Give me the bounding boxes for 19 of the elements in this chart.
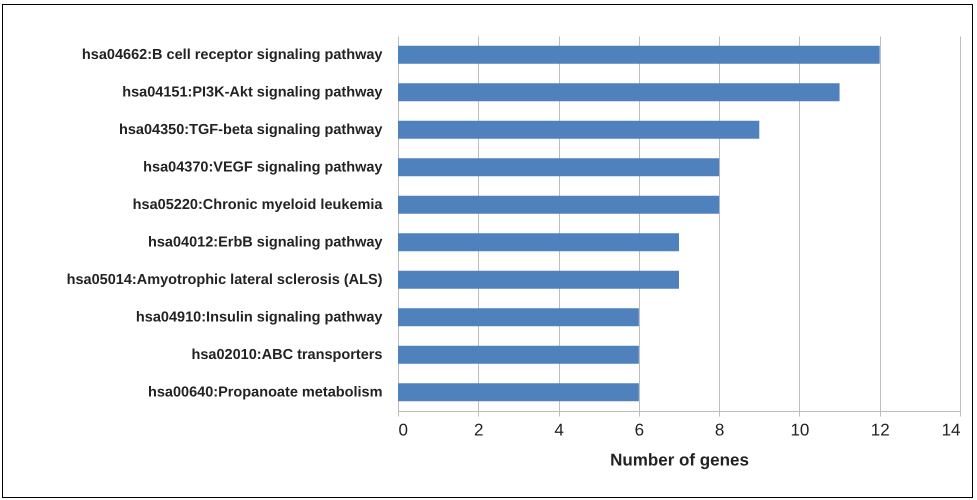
x-tick-label: 0 — [398, 420, 408, 440]
y-tick-label: hsa05014:Amyotrophic lateral sclerosis (ALS) — [66, 272, 383, 288]
x-tick-label: 14 — [942, 420, 960, 440]
x-tick-label: 12 — [870, 420, 890, 440]
y-tick-label: hsa04012:ErbB signaling pathway — [148, 234, 382, 250]
y-tick-label: hsa04662:B cell receptor signaling pathway — [82, 46, 382, 63]
y-tick-label: hsa04151:PI3K-Akt signaling pathway — [122, 84, 382, 100]
x-tick-label: 8 — [714, 420, 724, 440]
y-tick-label: hsa04910:Insulin signaling pathway — [136, 309, 382, 326]
y-tick-label: hsa04350:TGF-beta signaling pathway — [119, 122, 382, 138]
y-tick-label: hsa00640:Propanoate metabolism — [148, 384, 382, 400]
y-tick-label: hsa02010:ABC transporters — [192, 346, 382, 363]
x-tick-label: 6 — [634, 420, 644, 440]
y-tick-label: hsa05220:Chronic myeloid leukemia — [132, 196, 384, 213]
x-tick-label: 4 — [554, 420, 564, 440]
y-tick-label: hsa04370:VEGF signaling pathway — [143, 159, 382, 176]
x-axis-title: Number of genes — [610, 450, 749, 470]
x-tick-label: 2 — [474, 420, 484, 440]
x-tick-label: 10 — [790, 420, 810, 440]
